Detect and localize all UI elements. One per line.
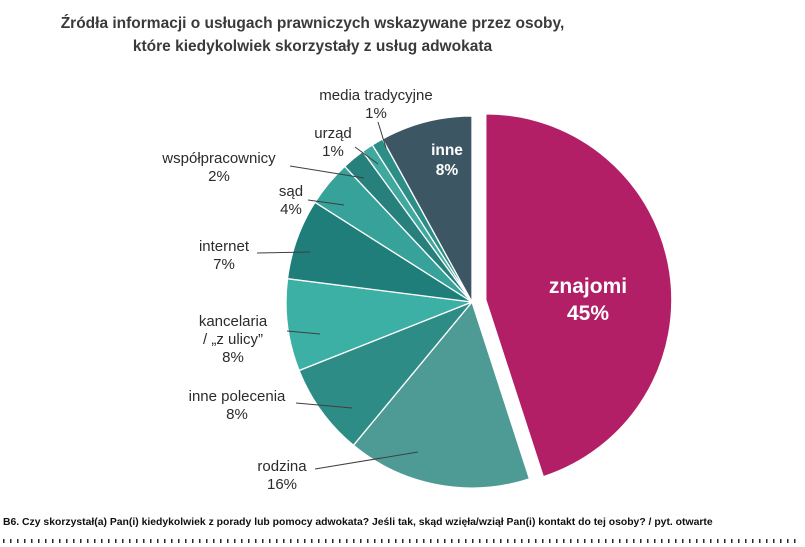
pie-slice-0 bbox=[485, 113, 673, 478]
pie-slice-3 bbox=[285, 277, 473, 372]
chart-title-line1: Źródła informacji o usługach prawniczych… bbox=[60, 15, 565, 32]
chart-title: Źródła informacji o usługach prawniczych… bbox=[10, 12, 615, 58]
slice-label-7: urząd 1% bbox=[314, 125, 352, 160]
slice-label-2: inne polecenia 8% bbox=[189, 388, 286, 423]
slice-label-6: współpracownicy 2% bbox=[161, 150, 276, 185]
slice-label-4: internet 7% bbox=[199, 238, 250, 273]
leader-line-5 bbox=[307, 199, 345, 206]
footnote: B6. Czy skorzystał(a) Pan(i) kiedykolwie… bbox=[3, 517, 713, 528]
leader-line-6 bbox=[289, 165, 365, 179]
pie-slice-9 bbox=[381, 115, 473, 303]
leader-line-2 bbox=[295, 402, 353, 409]
leader-line-7 bbox=[354, 146, 379, 165]
slice-label-3: kancelaria / „z ulicy” 8% bbox=[199, 313, 268, 366]
slice-label-5: sąd 4% bbox=[279, 183, 303, 218]
leader-line-8 bbox=[377, 121, 387, 149]
pie-slice-1 bbox=[352, 300, 531, 489]
leader-line-4 bbox=[256, 251, 311, 254]
slice-label-9: inne 8% bbox=[431, 142, 463, 179]
pie-slice-2 bbox=[298, 301, 473, 447]
slice-label-1: rodzina 16% bbox=[257, 458, 307, 493]
leader-line-3 bbox=[286, 330, 321, 335]
slice-label-8: media tradycyjne 1% bbox=[319, 87, 432, 122]
clipped-text-line bbox=[3, 539, 799, 543]
leader-line-1 bbox=[314, 451, 419, 470]
slice-label-0: znajomi 45% bbox=[549, 275, 627, 325]
chart-title-line2: które kiedykolwiek skorzystały z usług a… bbox=[132, 38, 493, 55]
